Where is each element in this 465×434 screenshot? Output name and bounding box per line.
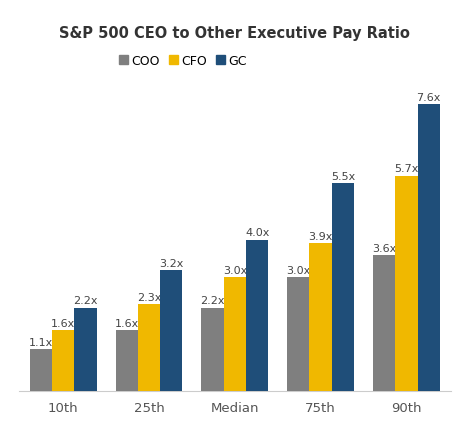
- Bar: [418, 105, 440, 391]
- Bar: [116, 330, 138, 391]
- Bar: [332, 184, 354, 391]
- Bar: [30, 349, 52, 391]
- Bar: [138, 304, 160, 391]
- Text: 3.0x: 3.0x: [286, 266, 311, 276]
- Text: 1.1x: 1.1x: [29, 337, 53, 347]
- Bar: [224, 278, 246, 391]
- Text: 3.2x: 3.2x: [159, 258, 184, 268]
- Text: 5.5x: 5.5x: [331, 171, 355, 181]
- Text: 2.3x: 2.3x: [137, 292, 161, 302]
- Text: 7.6x: 7.6x: [417, 92, 441, 102]
- Text: 5.7x: 5.7x: [394, 164, 418, 174]
- Title: S&P 500 CEO to Other Executive Pay Ratio: S&P 500 CEO to Other Executive Pay Ratio: [60, 26, 410, 41]
- Bar: [160, 270, 182, 391]
- Bar: [287, 278, 310, 391]
- Legend: COO, CFO, GC: COO, CFO, GC: [119, 55, 247, 68]
- Bar: [395, 176, 418, 391]
- Text: 2.2x: 2.2x: [73, 296, 98, 306]
- Text: 3.0x: 3.0x: [223, 266, 247, 276]
- Bar: [201, 308, 224, 391]
- Text: 1.6x: 1.6x: [51, 318, 75, 328]
- Bar: [52, 330, 74, 391]
- Bar: [373, 255, 395, 391]
- Bar: [310, 244, 332, 391]
- Text: 3.9x: 3.9x: [308, 232, 333, 242]
- Text: 1.6x: 1.6x: [114, 318, 139, 328]
- Text: 4.0x: 4.0x: [245, 228, 269, 238]
- Text: 3.6x: 3.6x: [372, 243, 396, 253]
- Text: 2.2x: 2.2x: [200, 296, 225, 306]
- Bar: [246, 240, 268, 391]
- Bar: [74, 308, 97, 391]
